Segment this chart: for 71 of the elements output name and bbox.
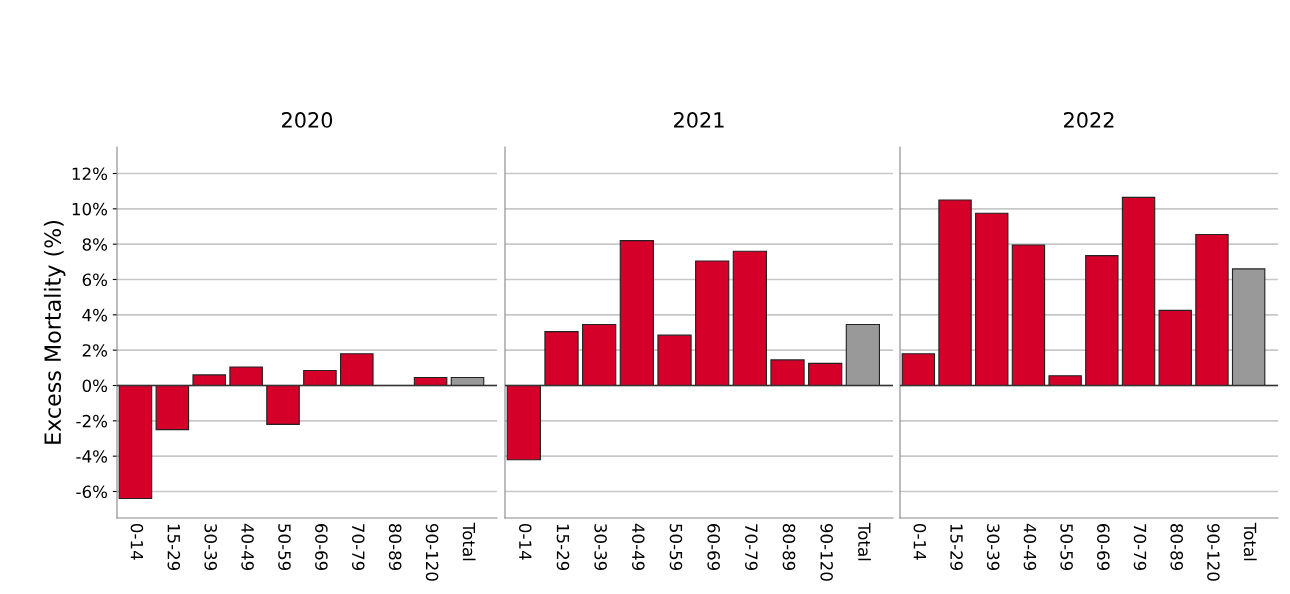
y-axis-title: Excess Mortality (%) (43, 220, 66, 444)
x-tick-label: 0-14 (913, 523, 927, 560)
bar (808, 362, 843, 387)
x-tick-label: 40-49 (1023, 523, 1037, 571)
bar (770, 359, 805, 387)
bar (155, 384, 190, 431)
bar (1195, 233, 1229, 387)
x-tick-label: 80-89 (1170, 523, 1184, 571)
x-tick-label: 60-69 (707, 524, 720, 571)
x-tick-label: 15-29 (167, 524, 181, 571)
x-tick-label: Total (1243, 522, 1257, 561)
y-tick-label: 2% (82, 344, 108, 357)
bar (340, 353, 374, 387)
bar (901, 353, 936, 387)
x-tick-label: 0-14 (519, 523, 532, 560)
x-tick-label: 80-89 (388, 523, 402, 571)
x-tick-label: Total (858, 522, 871, 561)
bar (1158, 309, 1192, 387)
x-tick-label: 50-59 (1060, 524, 1073, 571)
bar (544, 331, 579, 387)
x-tick-label: 60-69 (1097, 524, 1110, 571)
chart-title: 2022 (1064, 112, 1114, 128)
x-tick-label: 60-69 (315, 524, 328, 571)
y-tick-label: 6% (82, 273, 108, 287)
bar (229, 366, 263, 387)
x-tick-label: Total (462, 522, 476, 561)
bar (845, 323, 880, 387)
x-tick-label: 30-39 (204, 524, 217, 571)
x-tick-label: 70-79 (745, 524, 758, 571)
y-tick-label: -2% (76, 414, 108, 428)
y-tick-label: -6% (76, 485, 108, 499)
chart-title: 2021 (674, 112, 724, 128)
x-tick-label: 80-89 (782, 523, 796, 571)
bar (1085, 255, 1119, 387)
bar (695, 260, 730, 387)
y-tick-label: 8% (82, 238, 108, 251)
bar (118, 384, 153, 500)
y-tick-label: 10% (72, 202, 108, 216)
x-tick-label: 0-14 (130, 523, 144, 560)
x-tick-label: 90-120 (820, 523, 833, 581)
x-tick-label: 40-49 (241, 523, 254, 571)
bar (303, 369, 337, 387)
bar (1231, 268, 1266, 387)
bar (1011, 244, 1046, 387)
bar (1048, 375, 1082, 387)
x-tick-label: 50-59 (278, 524, 291, 571)
bar (619, 240, 654, 387)
y-tick-label: 0% (82, 379, 108, 393)
x-tick-label: 30-39 (986, 524, 1000, 571)
x-tick-label: 70-79 (1133, 524, 1147, 571)
bar (732, 250, 767, 387)
bar (657, 334, 692, 387)
bar (582, 323, 617, 387)
bar (1121, 196, 1156, 387)
bar (975, 212, 1009, 387)
bar (506, 384, 541, 461)
bar (266, 384, 300, 425)
x-tick-label: 30-39 (594, 524, 607, 571)
y-tick-label: -4% (76, 450, 108, 463)
x-tick-label: 15-29 (556, 524, 570, 571)
bar (192, 374, 227, 387)
bar (938, 199, 972, 387)
y-tick-label: 12% (72, 167, 108, 181)
x-tick-label: 70-79 (351, 524, 365, 571)
x-tick-label: 90-120 (425, 523, 439, 581)
chart-title: 2020 (282, 112, 333, 128)
y-tick-label: 4% (82, 308, 108, 322)
x-tick-label: 40-49 (632, 523, 645, 571)
x-tick-label: 90-120 (1207, 523, 1220, 581)
x-tick-label: 50-59 (669, 524, 683, 571)
x-tick-label: 15-29 (950, 524, 963, 571)
